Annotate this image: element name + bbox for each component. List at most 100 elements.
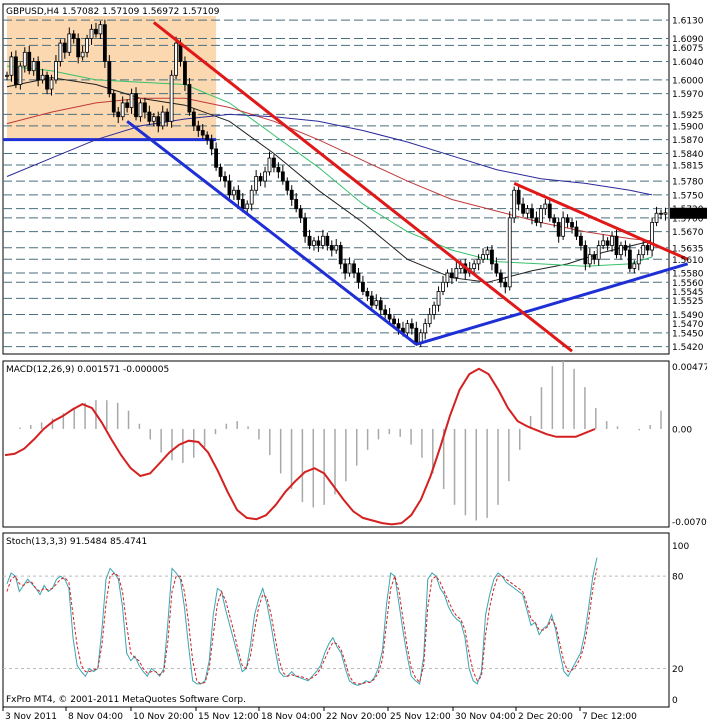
candle-body [418, 332, 423, 343]
time-tick-label: 15 Nov 12:00 [198, 712, 259, 722]
candle-body [316, 240, 321, 246]
stoch-line-red [6, 568, 598, 685]
candle-body [659, 212, 663, 215]
candle-body [98, 24, 103, 35]
candle-body [165, 111, 170, 122]
candle-body [432, 304, 437, 315]
candle-body [94, 28, 98, 35]
price-tick-label: 1.5635 [672, 244, 704, 254]
price-tick-label: 1.5780 [672, 178, 704, 188]
candle-body [267, 157, 272, 173]
candle-body [361, 281, 365, 292]
price-tick-label: 1.5545 [672, 288, 704, 298]
time-tick-label: 25 Nov 12:00 [390, 712, 451, 722]
candle-body [276, 166, 281, 173]
time-tick-label: 3 Nov 2011 [5, 712, 57, 722]
candle-body [80, 51, 85, 58]
candle-body [218, 166, 223, 177]
candle-body [9, 56, 14, 76]
candle-body [272, 157, 276, 168]
candle-body [449, 272, 454, 279]
candle-body [507, 217, 512, 288]
candle-body [27, 51, 32, 72]
macd-tick-label: 0.00 [672, 425, 692, 435]
candle-body [627, 249, 632, 269]
candle-body [111, 93, 116, 113]
candle-body [62, 42, 67, 53]
candle-body [205, 134, 210, 141]
candle-body [329, 245, 334, 251]
stoch-line-teal [6, 557, 598, 686]
candle-body [249, 189, 254, 205]
price-tick-label: 1.5700 [672, 214, 704, 224]
price-tick-label: 1.5450 [672, 329, 704, 339]
candle-body [543, 203, 548, 210]
candle-body [294, 199, 299, 210]
candle-body [570, 222, 574, 228]
price-tick-label: 1.6075 [672, 44, 704, 54]
candle-body [143, 102, 147, 113]
time-tick-label: 22 Nov 20:00 [326, 712, 387, 722]
candle-body [160, 111, 165, 127]
trendline-blue [126, 120, 418, 346]
candle-body [200, 130, 205, 136]
candle-body [530, 208, 534, 219]
candle-body [494, 263, 499, 274]
price-tick-label: 1.5525 [672, 297, 704, 307]
price-tick-label: 1.5670 [672, 228, 704, 238]
candle-body [258, 176, 263, 182]
stoch-panel: Stoch(13,3,3) 91.5484 85.4741 100 80 20 0 FxP… [2, 532, 689, 708]
candle-body [383, 309, 388, 315]
macd-panel: MACD(12,26,9) 0.001571 -0.000005 0.00477 0… [2, 360, 707, 528]
candle-body [54, 61, 58, 81]
candle-body [512, 189, 517, 219]
candle-body [645, 245, 650, 251]
candle-body [303, 217, 307, 237]
price-tick-label: 1.6040 [672, 58, 704, 68]
candle-body [579, 235, 583, 246]
time-tick-label: 2 Dec 20:00 [518, 712, 573, 722]
candle-body [521, 203, 525, 214]
price-tick-label: 1.5870 [672, 136, 704, 146]
price-tick-label: 1.5560 [672, 279, 704, 289]
last-price-label: 1.5710 [672, 210, 704, 220]
candle-body [147, 111, 152, 122]
candle-body [334, 245, 339, 251]
candle-body [125, 102, 130, 108]
time-tick-label: 18 Nov 04:00 [261, 712, 322, 722]
candle-body [405, 323, 410, 334]
candle-body [378, 300, 383, 311]
price-title-bg [4, 5, 227, 16]
stoch-title: Stoch(13,3,3) 91.5484 85.4741 [6, 537, 147, 547]
candle-body [476, 258, 481, 265]
macd-title: MACD(12,26,9) 0.001571 -0.000005 [6, 365, 169, 375]
moving-average-black [6, 77, 653, 283]
candle-body [414, 327, 419, 343]
time-axis: 3 Nov 2011 8 Nov 04:00 10 Nov 20:00 15 Nov … [2, 707, 637, 722]
last-price-marker [670, 207, 707, 219]
candle-body [454, 268, 459, 279]
trendline-red [152, 21, 573, 353]
candle-body [409, 323, 414, 329]
time-tick-label: 7 Dec 12:00 [582, 712, 637, 722]
time-tick-label: 10 Nov 20:00 [133, 712, 194, 722]
candle-body [605, 240, 610, 246]
candle-body [227, 180, 232, 196]
candle-body [534, 217, 539, 223]
candle-body [601, 240, 606, 246]
candle-body [525, 208, 530, 214]
candle-body [31, 61, 36, 72]
candle-body [13, 56, 18, 85]
candle-body [498, 272, 503, 283]
candle-body [209, 139, 214, 150]
candle-body [596, 245, 601, 260]
price-tick-label: 1.5610 [672, 256, 704, 266]
candle-body [392, 318, 396, 325]
candle-body [22, 51, 27, 67]
price-tick-label: 1.5420 [672, 343, 704, 353]
candle-body [427, 314, 432, 325]
price-tick-label: 1.5490 [672, 311, 704, 321]
candle-body [174, 42, 178, 76]
candle-body [565, 217, 570, 223]
candle-body [641, 245, 646, 256]
